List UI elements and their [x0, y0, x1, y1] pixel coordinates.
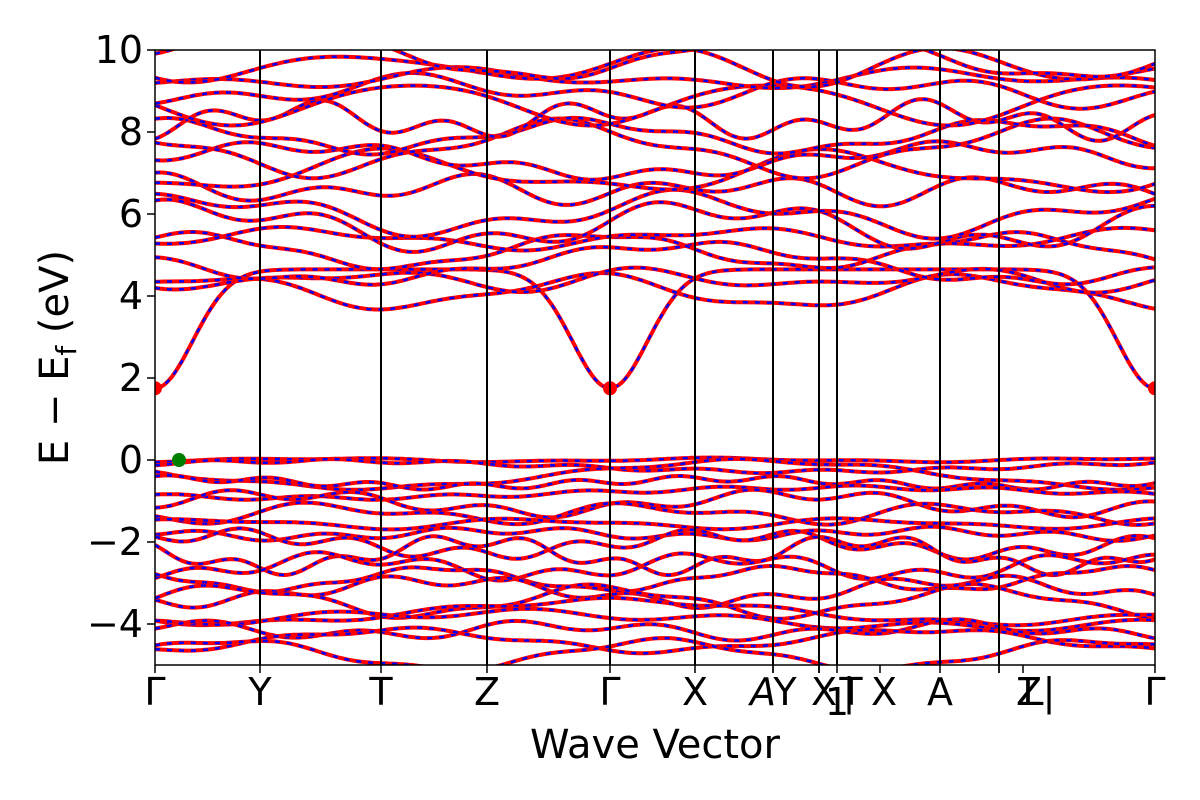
band-line-blue-4: [155, 230, 1155, 271]
x-tick-label: Y: [772, 670, 797, 714]
band-line-blue-14: [155, 84, 1155, 127]
x-tick-label: Z: [474, 670, 500, 714]
cbm-marker: [1148, 381, 1155, 396]
x-tick-label: T: [368, 670, 393, 714]
y-axis-title: E − Ef (eV): [32, 250, 83, 465]
band-line-red-3: [155, 239, 1155, 287]
band-line-red-16: [155, 65, 1155, 91]
kpoint-dividers: [259, 50, 1000, 665]
y-axis-title-unit: (eV): [32, 250, 78, 346]
band-line-blue-25: [155, 501, 1155, 527]
vbm-marker: [172, 453, 186, 467]
band-line-blue-12: [155, 116, 1155, 156]
band-line-blue-1: [155, 271, 1155, 311]
x-tick-label: X: [811, 670, 837, 714]
band-line-blue-22: [155, 474, 1155, 491]
y-tick-label: −2: [87, 520, 143, 564]
y-tick-label: 8: [119, 110, 143, 154]
band-line-blue-5: [155, 225, 1155, 252]
y-tick-label: 4: [119, 274, 143, 318]
x-tick-label: Z: [1016, 670, 1042, 714]
band-line-blue-10: [155, 140, 1155, 181]
band-line-blue-0: [155, 268, 1155, 390]
x-tick-label: Γ: [144, 670, 165, 714]
x-tick-label: T: [838, 670, 863, 714]
x-tick-label: Γ: [1144, 670, 1165, 714]
band-line-blue-15: [155, 71, 1155, 110]
x-tick-label: Y: [247, 670, 272, 714]
band-line-blue-3: [155, 240, 1155, 286]
x-tick-label: |: [1043, 670, 1056, 715]
band-line-blue-24: [155, 488, 1155, 519]
x-tick-label: Γ: [599, 670, 620, 714]
x-axis-ticks: Γ Y T Z Γ X AY X1|T X A Z |L Γ: [144, 665, 1166, 724]
band-line-blue-30: [155, 550, 1155, 582]
y-axis-title-main: E − E: [32, 356, 78, 466]
x-tick-label: |: [843, 670, 856, 715]
band-line-blue-11: [155, 117, 1155, 180]
cbm-marker: [155, 381, 162, 396]
band-line-blue-37: [155, 626, 1155, 655]
band-line-blue-32: [155, 574, 1155, 610]
band-line-red-20: [155, 457, 1155, 476]
x-tick-label: X: [682, 670, 708, 714]
band-line-blue-2: [155, 266, 1155, 294]
band-line-red-35: [155, 606, 1155, 633]
band-line-red-18: [155, 50, 1155, 81]
band-line-red-26: [155, 516, 1155, 532]
y-tick-label: 0: [119, 438, 143, 482]
y-tick-label: 2: [119, 356, 143, 400]
band-line-blue-7: [155, 188, 1155, 240]
band-line-blue-27: [155, 525, 1155, 543]
band-line-blue-31: [155, 564, 1155, 594]
y-tick-label: −4: [87, 602, 143, 646]
band-line-blue-6: [155, 198, 1155, 254]
x-axis-title: Wave Vector: [530, 722, 781, 768]
y-axis-ticks: −4 −2 0 2 4 6 8 10: [87, 28, 155, 646]
band-line-blue-28: [155, 527, 1155, 561]
band-line-blue-29: [155, 535, 1155, 577]
y-tick-label: 6: [119, 192, 143, 236]
x-tick-label: A: [747, 670, 776, 714]
band-line-blue-16: [155, 65, 1155, 90]
plot-frame: [154, 49, 1156, 666]
band-line-blue-38: [155, 636, 1155, 665]
x-tick-label: 1: [825, 680, 849, 724]
x-tick-label: A: [927, 670, 953, 714]
x-tick-label: L: [1022, 670, 1043, 714]
band-line-blue-9: [155, 147, 1155, 194]
y-axis-title-sub: f: [50, 345, 83, 356]
x-tick-label: X: [871, 670, 897, 714]
y-tick-label: 10: [95, 28, 143, 72]
plot-content: [155, 50, 1155, 665]
band-line-blue-33: [155, 582, 1155, 620]
band-line-blue-18: [155, 50, 1155, 80]
